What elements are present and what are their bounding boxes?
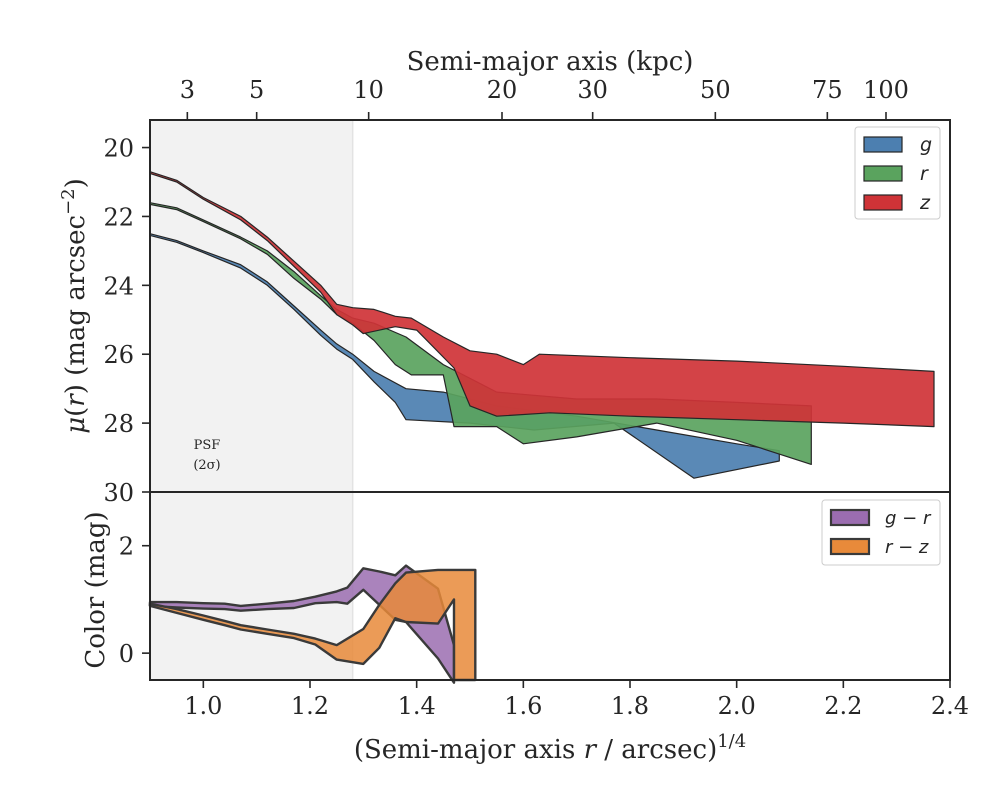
color-ytick-label-0: 0: [119, 640, 134, 668]
band-r: [149, 202, 812, 465]
psf-region-shade: [150, 120, 353, 492]
xtick-label-1.8: 1.8: [611, 692, 649, 720]
top-y-axis-label: μ(r) (mag arcsec−2): [58, 178, 91, 434]
legend-swatch-r: [863, 165, 903, 182]
color-y-axis-label: Color (mag): [81, 511, 111, 668]
mu-paren-open: (: [61, 407, 91, 417]
mu-close: ): [61, 178, 91, 188]
ytick-label-28: 28: [103, 410, 134, 438]
kpc-tick-label-10: 10: [353, 76, 384, 104]
ytick-label-20: 20: [103, 135, 134, 163]
kpc-tick-label-100: 100: [863, 76, 909, 104]
ytick-label-24: 24: [103, 272, 134, 300]
xlabel-part1: (Semi-major axis: [354, 735, 584, 765]
legend-label-g: g: [920, 134, 932, 156]
xtick-label-2.0: 2.0: [718, 692, 756, 720]
xlabel-part2: / arcsec): [596, 735, 717, 765]
top-x-ticks-kpc: 3 5 10 20 30 50 75 100: [180, 76, 909, 120]
band-z: [149, 171, 935, 428]
xtick-label-2.2: 2.2: [824, 692, 862, 720]
bottom-panel-frame: [149, 491, 951, 681]
legend-label-r: r: [920, 163, 929, 185]
band-g: [149, 233, 780, 479]
xlabel-exp: 1/4: [717, 731, 746, 752]
mu-symbol: μ: [61, 417, 91, 434]
ytick-label-22: 22: [103, 203, 134, 231]
xtick-label-1.2: 1.2: [291, 692, 329, 720]
surface-brightness-panel: 20 22 24 26 28 30 3 5 10 20 30 50 75 100 Semi-major …: [58, 47, 951, 507]
top-axis-label: Semi-major axis (kpc): [407, 47, 694, 77]
kpc-tick-label-50: 50: [700, 76, 731, 104]
xtick-label-1.6: 1.6: [504, 692, 542, 720]
legend-swatch-z: [863, 194, 903, 211]
psf-region-shade-bottom: [150, 492, 353, 680]
xtick-label-1.4: 1.4: [398, 692, 436, 720]
top-y-ticks: 20 22 24 26 28 30: [103, 135, 150, 507]
mu-exp: −2: [58, 188, 79, 215]
kpc-tick-label-30: 30: [577, 76, 608, 104]
mu-rest: ) (mag arcsec: [61, 215, 91, 394]
surface-brightness-bands: [149, 171, 935, 479]
kpc-tick-label-75: 75: [812, 76, 843, 104]
mu-r: r: [61, 393, 91, 407]
xtick-label-1.0: 1.0: [184, 692, 222, 720]
color-legend-swatch-1: [829, 537, 871, 556]
kpc-tick-label-3: 3: [180, 76, 195, 104]
color-legend-label-0: g − r: [885, 508, 932, 529]
color-panel: 02 1.0 1.2 1.4 1.6 1.8 2.0 2.2 2.4 Color (mag) …: [81, 491, 969, 765]
kpc-tick-label-20: 20: [487, 76, 518, 104]
xtick-label-2.4: 2.4: [931, 692, 969, 720]
color-legend-label-1: r − z: [885, 537, 929, 558]
top-legend: grz: [854, 126, 941, 220]
color-ytick-label-2: 2: [119, 533, 134, 561]
bottom-x-axis-label: (Semi-major axis r / arcsec)1/4: [354, 731, 746, 765]
color-legend-swatch-0: [829, 508, 871, 527]
bottom-legend: g − r r − z: [821, 499, 941, 566]
ytick-label-26: 26: [103, 341, 134, 369]
bottom-x-ticks: 1.0 1.2 1.4 1.6 1.8 2.0 2.2 2.4: [184, 680, 969, 720]
xlabel-r: r: [584, 735, 598, 765]
ytick-label-30: 30: [103, 479, 134, 507]
legend-label-z: z: [919, 192, 931, 214]
psf-label-line1: PSF: [194, 438, 221, 453]
kpc-tick-label-5: 5: [249, 76, 264, 104]
legend-swatch-g: [863, 136, 903, 153]
bottom-y-ticks: 02: [119, 533, 150, 668]
psf-label-line2: (2σ): [193, 458, 220, 473]
band-gr: [148, 564, 456, 684]
